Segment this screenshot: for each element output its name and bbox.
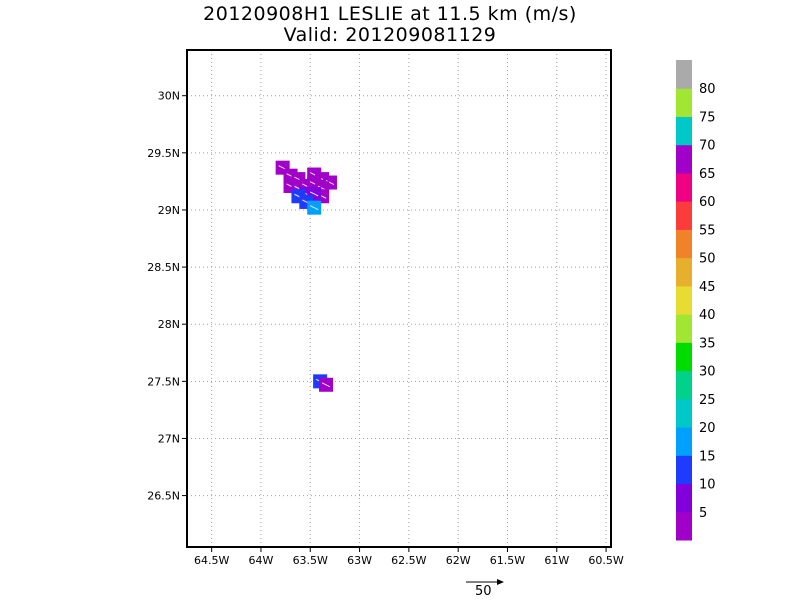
colorbar-label: 50: [699, 252, 716, 267]
lon-tick-label: 63.5W: [293, 554, 328, 567]
colorbar-label: 45: [699, 280, 716, 295]
map-valid-time: Valid: 201209081129: [283, 24, 497, 46]
lat-tick-label: 28.5N: [147, 261, 180, 274]
lat-tick-label: 28N: [158, 318, 180, 331]
lat-tick-label: 29.5N: [147, 147, 180, 160]
lon-tick-label: 61W: [544, 554, 569, 567]
colorbar-swatch: [676, 427, 692, 456]
wind-observations: [275, 160, 337, 392]
colorbar-label: 60: [699, 195, 716, 210]
colorbar-swatch: [676, 285, 692, 315]
colorbar-swatch: [676, 398, 692, 428]
lat-tick-label: 29N: [158, 204, 180, 217]
lon-tick-label: 62.5W: [391, 554, 426, 567]
colorbar-swatch: [676, 229, 692, 259]
latitude-ticks: 26.5N 27N 27.5N 28N 28.5N 29N 29.5N 30N: [147, 90, 187, 503]
colorbar-label: 75: [699, 110, 716, 125]
colorbar-swatch: [676, 144, 692, 174]
lat-tick-label: 26.5N: [147, 490, 180, 503]
colorbar-label: 65: [699, 167, 716, 182]
colorbar-label: 55: [699, 223, 716, 238]
colorbar-label: 40: [699, 308, 716, 323]
colorbar-swatch: [676, 483, 692, 513]
colorbar-swatch: [676, 342, 692, 372]
colorbar-label: 5: [699, 506, 707, 521]
grid-lines: [187, 50, 611, 547]
lon-tick-label: 63W: [347, 554, 372, 567]
map-frame: [186, 49, 612, 548]
colorbar: 5 10 15 20 25 30 35 40 45 50 55 60 65 70 75 80: [676, 60, 716, 541]
colorbar-swatch: [676, 455, 692, 485]
wind-vector: [309, 191, 319, 197]
colorbar-swatch: [676, 60, 692, 89]
colorbar-swatch: [676, 370, 692, 400]
lat-tick-label: 27.5N: [147, 375, 180, 388]
lon-tick-label: 64.5W: [194, 554, 229, 567]
lon-tick-label: 64W: [249, 554, 274, 567]
colorbar-label: 20: [699, 421, 716, 436]
lon-tick-label: 61.5W: [490, 554, 525, 567]
wind-vector: [325, 180, 335, 185]
colorbar-swatch: [676, 116, 692, 146]
colorbar-swatch: [676, 511, 692, 541]
colorbar-swatch: [676, 88, 692, 117]
colorbar-label: 35: [699, 336, 716, 351]
map-title: 20120908H1 LESLIE at 11.5 km (m/s): [203, 3, 577, 25]
lon-tick-label: 60.5W: [588, 554, 623, 567]
colorbar-swatch: [676, 201, 692, 230]
lon-tick-label: 62W: [446, 554, 471, 567]
colorbar-label: 15: [699, 449, 716, 464]
colorbar-swatch: [676, 257, 692, 287]
colorbar-label: 70: [699, 139, 716, 154]
wind-vector: [309, 205, 319, 211]
colorbar-label: 30: [699, 365, 716, 380]
reference-vector-label: 50: [475, 584, 492, 599]
lat-tick-label: 30N: [158, 90, 180, 103]
colorbar-label: 10: [699, 478, 716, 493]
wind-vector: [321, 382, 331, 388]
lat-tick-label: 27N: [158, 432, 180, 445]
colorbar-label: 80: [699, 82, 716, 97]
colorbar-swatch: [676, 314, 692, 343]
colorbar-swatch: [676, 172, 692, 202]
longitude-ticks: 64.5W 64W 63.5W 63W 62.5W 62W 61.5W 61W 60.5W: [194, 547, 624, 567]
reference-vector-arrow: [466, 579, 504, 585]
colorbar-label: 25: [699, 393, 716, 408]
